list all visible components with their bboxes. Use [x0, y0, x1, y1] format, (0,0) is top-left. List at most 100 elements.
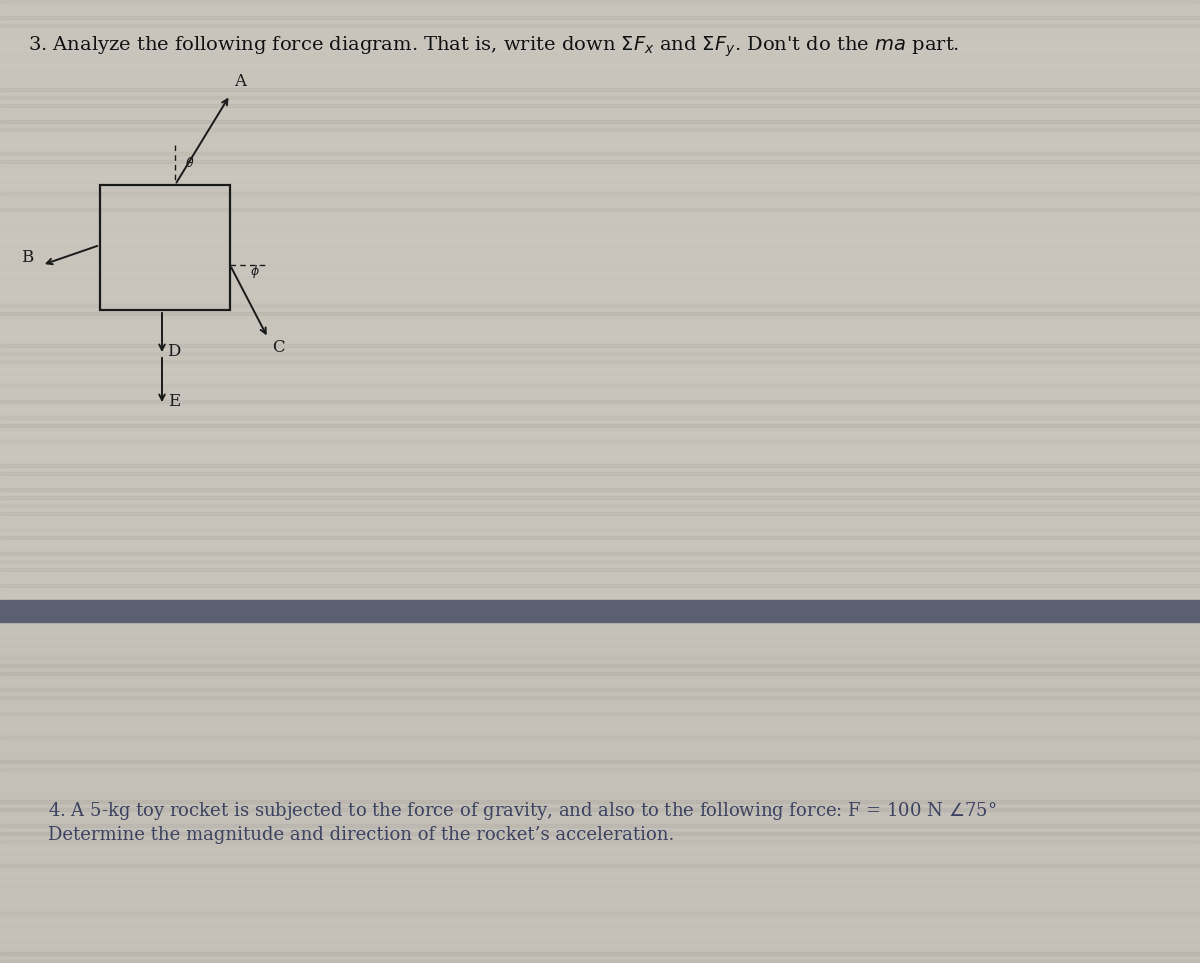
Bar — [0, 848, 1200, 851]
Bar — [0, 352, 1200, 355]
Bar — [0, 576, 1200, 579]
Bar — [0, 24, 1200, 27]
Bar — [0, 344, 1200, 347]
Bar — [0, 384, 1200, 387]
Bar — [0, 920, 1200, 923]
Bar — [0, 136, 1200, 139]
Bar — [0, 296, 1200, 299]
Bar — [0, 504, 1200, 507]
Bar — [0, 944, 1200, 947]
Bar — [0, 622, 1200, 963]
Bar — [0, 0, 1200, 600]
Text: A: A — [234, 73, 246, 91]
Bar — [0, 88, 1200, 91]
Bar — [0, 664, 1200, 667]
Bar — [0, 472, 1200, 475]
Bar — [0, 832, 1200, 835]
Text: D: D — [167, 344, 181, 360]
Bar — [0, 936, 1200, 939]
Bar — [0, 536, 1200, 539]
Bar — [0, 784, 1200, 787]
Bar — [0, 184, 1200, 187]
Text: B: B — [20, 249, 34, 267]
Bar — [0, 448, 1200, 451]
Bar — [0, 800, 1200, 803]
Bar — [0, 80, 1200, 83]
Bar — [0, 928, 1200, 931]
Bar — [0, 568, 1200, 571]
Bar — [0, 360, 1200, 363]
Bar — [0, 256, 1200, 259]
Bar — [0, 16, 1200, 19]
Bar — [0, 0, 1200, 3]
Bar — [0, 240, 1200, 243]
Bar — [0, 688, 1200, 691]
Bar — [0, 488, 1200, 491]
Text: 3. Analyze the following force diagram. That is, write down $\Sigma F_x$ and $\S: 3. Analyze the following force diagram. … — [28, 34, 959, 59]
Bar — [0, 632, 1200, 635]
Bar — [0, 176, 1200, 179]
Bar — [0, 128, 1200, 131]
Text: 4. A 5-kg toy rocket is subjected to the force of gravity, and also to the follo: 4. A 5-kg toy rocket is subjected to the… — [48, 800, 996, 822]
Bar — [0, 896, 1200, 899]
Bar — [0, 376, 1200, 379]
Bar — [0, 624, 1200, 627]
Bar — [0, 440, 1200, 443]
Bar — [0, 600, 1200, 622]
Bar — [0, 656, 1200, 659]
Bar — [0, 872, 1200, 875]
Bar — [100, 185, 230, 310]
Bar — [0, 56, 1200, 59]
Bar — [0, 312, 1200, 315]
Bar — [0, 704, 1200, 707]
Bar — [0, 792, 1200, 795]
Bar — [0, 264, 1200, 267]
Bar — [0, 680, 1200, 683]
Bar — [0, 8, 1200, 11]
Bar — [0, 640, 1200, 643]
Bar — [0, 456, 1200, 459]
Bar — [0, 192, 1200, 195]
Bar — [0, 288, 1200, 291]
Text: E: E — [168, 394, 180, 410]
Bar — [0, 584, 1200, 587]
Bar — [0, 168, 1200, 171]
Bar — [0, 864, 1200, 867]
Bar — [0, 776, 1200, 779]
Bar — [0, 960, 1200, 963]
Bar — [0, 392, 1200, 395]
Bar — [0, 808, 1200, 811]
Bar — [0, 912, 1200, 915]
Bar — [0, 120, 1200, 123]
Bar — [0, 248, 1200, 251]
Bar — [0, 424, 1200, 427]
Bar — [0, 408, 1200, 411]
Bar — [0, 696, 1200, 699]
Bar — [0, 544, 1200, 547]
Bar — [0, 648, 1200, 651]
Bar — [0, 520, 1200, 523]
Bar — [0, 752, 1200, 755]
Bar — [0, 336, 1200, 339]
Bar — [0, 400, 1200, 403]
Bar — [0, 512, 1200, 515]
Bar — [0, 272, 1200, 275]
Bar — [0, 528, 1200, 531]
Bar — [0, 304, 1200, 307]
Bar — [0, 104, 1200, 107]
Bar — [0, 560, 1200, 563]
Bar — [0, 856, 1200, 859]
Bar — [0, 712, 1200, 715]
Bar — [0, 592, 1200, 595]
Bar — [0, 464, 1200, 467]
Text: $\phi$: $\phi$ — [250, 264, 260, 280]
Bar — [0, 728, 1200, 731]
Bar — [0, 328, 1200, 331]
Bar — [0, 96, 1200, 99]
Bar — [0, 32, 1200, 35]
Bar — [0, 416, 1200, 419]
Bar — [0, 736, 1200, 739]
Bar — [0, 880, 1200, 883]
Bar — [0, 72, 1200, 75]
Bar — [0, 904, 1200, 907]
